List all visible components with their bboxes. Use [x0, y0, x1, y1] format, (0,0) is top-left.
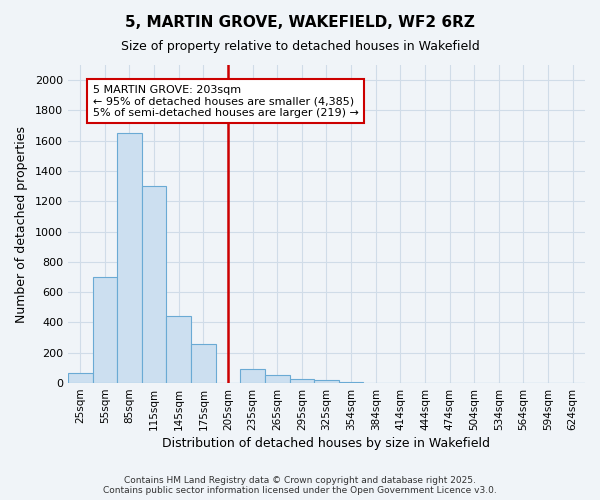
- Bar: [339, 382, 364, 383]
- Bar: [68, 373, 92, 383]
- Text: 5, MARTIN GROVE, WAKEFIELD, WF2 6RZ: 5, MARTIN GROVE, WAKEFIELD, WF2 6RZ: [125, 15, 475, 30]
- Bar: [191, 344, 215, 383]
- Bar: [166, 316, 191, 383]
- Bar: [240, 368, 265, 383]
- Text: Size of property relative to detached houses in Wakefield: Size of property relative to detached ho…: [121, 40, 479, 53]
- Bar: [142, 186, 166, 383]
- Bar: [265, 374, 290, 383]
- Bar: [314, 380, 339, 383]
- Bar: [290, 378, 314, 383]
- Y-axis label: Number of detached properties: Number of detached properties: [15, 126, 28, 322]
- Text: Contains HM Land Registry data © Crown copyright and database right 2025.
Contai: Contains HM Land Registry data © Crown c…: [103, 476, 497, 495]
- X-axis label: Distribution of detached houses by size in Wakefield: Distribution of detached houses by size …: [163, 437, 490, 450]
- Bar: [117, 133, 142, 383]
- Bar: [92, 277, 117, 383]
- Text: 5 MARTIN GROVE: 203sqm
← 95% of detached houses are smaller (4,385)
5% of semi-d: 5 MARTIN GROVE: 203sqm ← 95% of detached…: [92, 84, 358, 118]
